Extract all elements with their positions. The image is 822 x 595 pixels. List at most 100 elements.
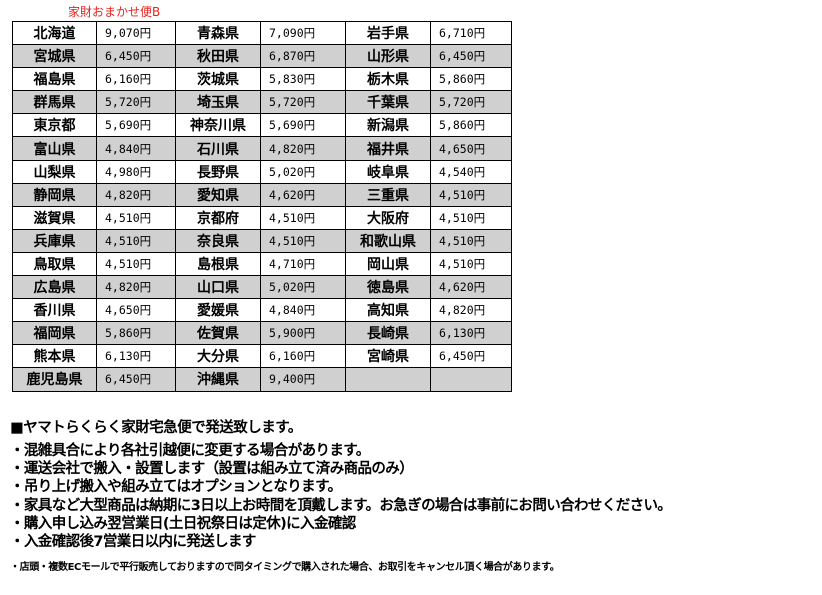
price-cell: 6,160円 [260,344,346,369]
prefecture-cell: 岐阜県 [345,159,431,184]
price-cell: 4,840円 [96,136,176,161]
prefecture-cell: 徳島県 [345,275,431,300]
prefecture-cell: 秋田県 [175,44,261,69]
price-cell: 5,020円 [260,159,346,184]
prefecture-cell: 和歌山県 [345,228,431,253]
table-row: 鹿児島県 6,450円 沖縄県 9,400円 [12,367,512,392]
shipping-note-item: ・運送会社で搬入・設置します（設置は組み立て済み商品のみ） [10,461,414,478]
table-row: 北海道 9,070円 青森県 7,090円 岩手県 6,710円 [12,20,512,46]
prefecture-cell: 福島県 [12,67,97,92]
price-cell: 4,620円 [430,275,512,300]
table-row: 福岡県 5,860円 佐賀県 5,900円 長崎県 6,130円 [12,321,512,346]
prefecture-cell: 兵庫県 [12,228,97,253]
price-cell: 4,510円 [96,251,176,277]
shipping-fee-table: 北海道 9,070円 青森県 7,090円 岩手県 6,710円 宮城県 6,450円 秋田県 6… [12,20,512,392]
prefecture-cell: 奈良県 [175,228,261,253]
prefecture-cell: 愛媛県 [175,298,261,323]
table-row: 熊本県 6,130円 大分県 6,160円 宮崎県 6,450円 [12,344,512,369]
prefecture-cell: 富山県 [12,136,97,161]
prefecture-cell: 大分県 [175,344,261,369]
prefecture-cell: 熊本県 [12,344,97,369]
price-cell: 4,620円 [260,182,346,207]
price-cell: 5,690円 [260,113,346,138]
prefecture-cell: 宮城県 [12,44,97,69]
prefecture-cell: 香川県 [12,298,97,323]
price-cell: 4,820円 [96,275,176,300]
prefecture-cell: 千葉県 [345,90,431,115]
price-cell: 5,020円 [260,275,346,300]
price-cell: 7,090円 [260,20,346,46]
price-cell: 4,510円 [260,205,346,230]
prefecture-cell: 新潟県 [345,113,431,138]
price-cell: 4,540円 [430,159,512,184]
price-cell: 6,130円 [430,321,512,346]
prefecture-cell: 滋賀県 [12,205,97,230]
price-cell: 5,720円 [260,90,346,115]
price-cell: 4,820円 [96,182,176,207]
shipping-notes-list: ・混雑具合により各社引越便に変更する場合があります。 ・運送会社で搬入・設置します… [10,442,672,551]
prefecture-cell: 埼玉県 [175,90,261,115]
price-cell: 5,860円 [430,113,512,138]
price-cell: 4,510円 [430,251,512,277]
prefecture-cell: 鳥取県 [12,251,97,277]
price-cell: 4,840円 [260,298,346,323]
price-cell: 4,980円 [96,159,176,184]
prefecture-cell: 山梨県 [12,159,97,184]
table-row: 鳥取県 4,510円 島根県 4,710円 岡山県 4,510円 [12,251,512,277]
prefecture-cell: 三重県 [345,182,431,207]
price-cell: 9,070円 [96,20,176,46]
table-row: 香川県 4,650円 愛媛県 4,840円 高知県 4,820円 [12,298,512,323]
prefecture-cell: 佐賀県 [175,321,261,346]
prefecture-cell: 長野県 [175,159,261,184]
prefecture-cell [345,367,431,392]
prefecture-cell: 群馬県 [12,90,97,115]
prefecture-cell: 山形県 [345,44,431,69]
prefecture-cell: 岡山県 [345,251,431,277]
price-cell: 5,720円 [430,90,512,115]
shipping-note-item: ・吊り上げ搬入や組み立てはオプションとなります。 [10,479,342,496]
prefecture-cell: 静岡県 [12,182,97,207]
table-row: 山梨県 4,980円 長野県 5,020円 岐阜県 4,540円 [12,159,512,184]
price-cell: 4,510円 [260,228,346,253]
table-row: 宮城県 6,450円 秋田県 6,870円 山形県 6,450円 [12,44,512,69]
prefecture-cell: 高知県 [345,298,431,323]
price-cell: 4,650円 [96,298,176,323]
prefecture-cell: 沖縄県 [175,367,261,392]
price-cell: 6,870円 [260,44,346,69]
price-cell: 6,450円 [430,44,512,69]
price-cell [430,367,512,392]
prefecture-cell: 茨城県 [175,67,261,92]
prefecture-cell: 山口県 [175,275,261,300]
price-cell: 4,820円 [430,298,512,323]
price-cell: 4,510円 [430,182,512,207]
price-cell: 4,510円 [96,228,176,253]
shipping-note-item: ・購入申し込み翌営業日(土日祝祭日は定休)に入金確認 [10,515,356,532]
price-cell: 5,830円 [260,67,346,92]
table-row: 静岡県 4,820円 愛知県 4,620円 三重県 4,510円 [12,182,512,207]
prefecture-cell: 北海道 [12,20,97,46]
shipping-note-item: ・入金確認後7営業日以内に発送します [10,534,256,551]
prefecture-cell: 栃木県 [345,67,431,92]
prefecture-cell: 岩手県 [345,20,431,46]
prefecture-cell: 神奈川県 [175,113,261,138]
price-cell: 6,450円 [96,367,176,392]
price-cell: 6,710円 [430,20,512,46]
shipping-plan-title: 家財おまかせ便B [68,5,161,19]
prefecture-cell: 青森県 [175,20,261,46]
prefecture-cell: 長崎県 [345,321,431,346]
cancellation-note: ・店頭・複数ECモールで平行販売しておりますので同タイミングで購入された場合、お… [10,562,560,573]
price-cell: 4,510円 [430,205,512,230]
price-cell: 4,510円 [430,228,512,253]
price-cell: 4,820円 [260,136,346,161]
table-row: 滋賀県 4,510円 京都府 4,510円 大阪府 4,510円 [12,205,512,230]
prefecture-cell: 東京都 [12,113,97,138]
shipping-note-item: ・家具など大型商品は納期に3日以上お時間を頂戴します。お急ぎの場合は事前にお問い… [10,497,672,514]
price-cell: 5,720円 [96,90,176,115]
prefecture-cell: 石川県 [175,136,261,161]
table-row: 福島県 6,160円 茨城県 5,830円 栃木県 5,860円 [12,67,512,92]
table-row: 東京都 5,690円 神奈川県 5,690円 新潟県 5,860円 [12,113,512,138]
price-cell: 6,130円 [96,344,176,369]
table-row: 兵庫県 4,510円 奈良県 4,510円 和歌山県 4,510円 [12,228,512,253]
price-cell: 5,860円 [430,67,512,92]
price-cell: 4,650円 [430,136,512,161]
